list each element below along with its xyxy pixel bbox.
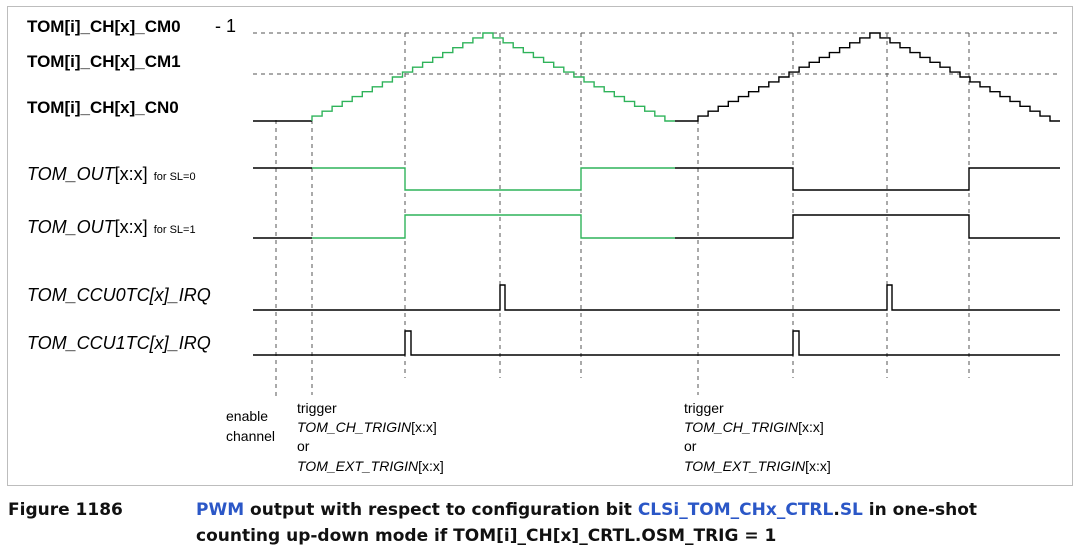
label-ccu1-irq: TOM_CCU1TC[x]_IRQ <box>27 333 211 353</box>
caption-text: PWM output with respect to configuration… <box>196 497 1066 549</box>
note-enable-line1: enable <box>226 408 268 424</box>
ccu1-irq-waveform <box>253 330 1060 356</box>
caption-text-rest: in one-shot counting up-down mode if TOM… <box>196 500 978 546</box>
caption-text-dot: . <box>833 500 840 520</box>
note-enable-line2: channel <box>226 428 275 444</box>
trigger1-ch-trigin: TOM_CH_TRIGIN[x:x] <box>297 419 437 435</box>
ccu0-irq-waveform <box>253 284 1060 311</box>
trigger2-ext-trigin: TOM_EXT_TRIGIN[x:x] <box>684 458 831 474</box>
trigger1-word: trigger <box>297 400 337 416</box>
trigger2-word: trigger <box>684 400 724 416</box>
label-cm0: TOM[i]_CH[x]_CM0 <box>27 17 181 36</box>
out-sl1-first-cycle <box>312 214 675 239</box>
figure-caption: Figure 1186 PWM output with respect to c… <box>8 497 1072 553</box>
label-cn0: TOM[i]_CH[x]_CN0 <box>27 98 179 117</box>
counter-staircase-first <box>311 32 675 122</box>
label-cm0-suffix: - 1 <box>215 16 236 36</box>
out-sl0-first-cycle <box>312 167 675 191</box>
trigger-note-1: trigger TOM_CH_TRIGIN[x:x] or TOM_EXT_TR… <box>297 400 444 474</box>
trigger1-or: or <box>297 438 310 454</box>
label-ccu0-irq: TOM_CCU0TC[x]_IRQ <box>27 285 211 305</box>
diagram-frame <box>7 6 1073 486</box>
caption-link-register[interactable]: CLSi_TOM_CHx_CTRL <box>637 500 834 520</box>
out-sl1-second-cycle <box>675 214 1060 239</box>
trigger2-ch-trigin: TOM_CH_TRIGIN[x:x] <box>684 419 824 435</box>
label-out-sl0: TOM_OUT[x:x] for SL=0 <box>27 164 196 184</box>
counter-staircase-second <box>675 32 1060 122</box>
trigger2-or: or <box>684 438 697 454</box>
timing-diagram: TOM[i]_CH[x]_CM0 - 1 TOM[i]_CH[x]_CM1 TO… <box>27 16 1060 474</box>
trigger-note-2: trigger TOM_CH_TRIGIN[x:x] or TOM_EXT_TR… <box>684 400 831 474</box>
caption-link-pwm[interactable]: PWM <box>196 500 245 520</box>
caption-text-part: output with respect to configuration bit <box>244 500 638 520</box>
label-cm1: TOM[i]_CH[x]_CM1 <box>27 52 181 71</box>
caption-link-sl[interactable]: SL <box>839 500 863 520</box>
figure-number: Figure 1186 <box>8 500 123 520</box>
trigger1-ext-trigin: TOM_EXT_TRIGIN[x:x] <box>297 458 444 474</box>
label-out-sl1: TOM_OUT[x:x] for SL=1 <box>27 217 196 237</box>
out-sl0-second-cycle <box>675 167 1060 191</box>
